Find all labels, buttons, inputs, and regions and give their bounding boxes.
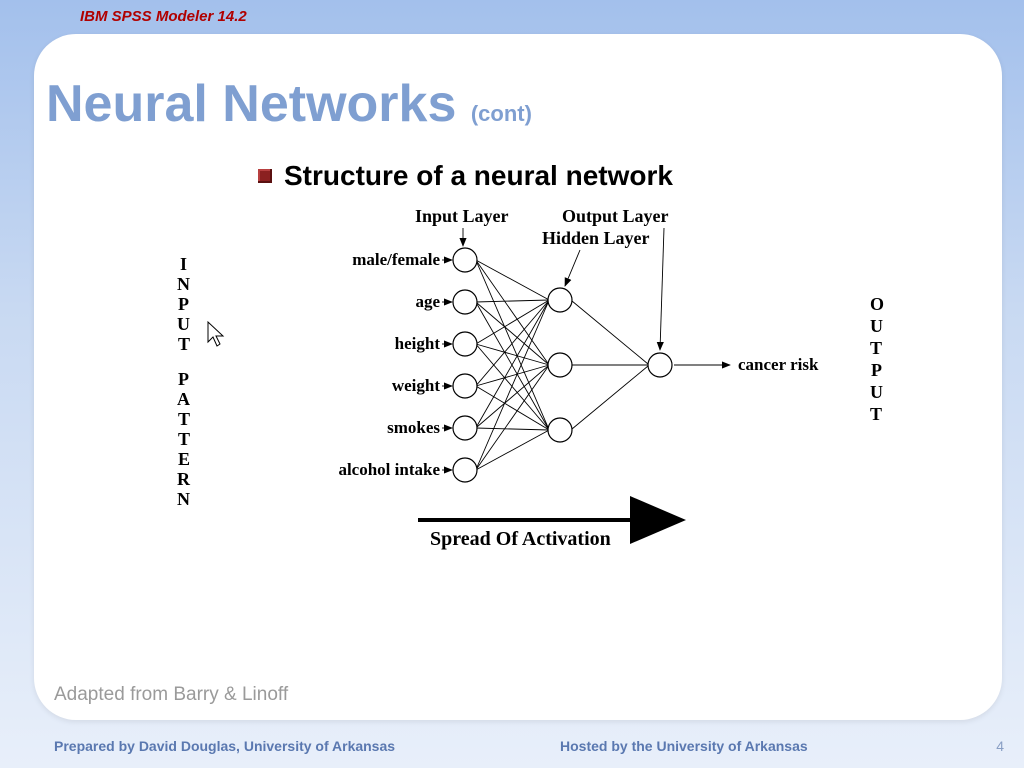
- feat-2: height: [395, 334, 441, 353]
- svg-text:N: N: [177, 274, 191, 294]
- svg-text:P: P: [178, 369, 190, 389]
- edges-input-hidden: [476, 260, 549, 470]
- svg-text:O: O: [870, 294, 885, 314]
- input-node: [453, 248, 477, 272]
- svg-text:T: T: [178, 334, 191, 354]
- adapted-from: Adapted from Barry & Linoff: [54, 684, 288, 706]
- svg-text:T: T: [178, 429, 191, 449]
- input-nodes: [453, 248, 477, 482]
- svg-text:U: U: [870, 316, 884, 336]
- slide-number: 4: [996, 738, 1004, 754]
- subtitle-row: Structure of a neural network: [258, 160, 673, 192]
- hidden-layer-title: Hidden Layer: [542, 228, 650, 248]
- input-node: [453, 458, 477, 482]
- slide-background: IBM SPSS Modeler 14.2 Neural Networks (c…: [0, 0, 1024, 768]
- output-layer-title: Output Layer: [562, 206, 669, 226]
- svg-text:T: T: [870, 404, 883, 424]
- output-label: cancer risk: [738, 355, 819, 374]
- product-header: IBM SPSS Modeler 14.2: [80, 8, 247, 25]
- svg-text:P: P: [871, 360, 883, 380]
- nn-diagram: I N P U T P A T T E R N O U T P U T: [130, 200, 910, 600]
- output-node: [648, 353, 672, 377]
- svg-text:T: T: [870, 338, 883, 358]
- footer-left: Prepared by David Douglas, University of…: [54, 738, 395, 754]
- feat-5: alcohol intake: [338, 460, 440, 479]
- hidden-nodes: [548, 288, 572, 442]
- footer-right: Hosted by the University of Arkansas: [560, 738, 808, 754]
- feat-3: weight: [392, 376, 441, 395]
- input-node: [453, 332, 477, 356]
- svg-text:U: U: [177, 314, 191, 334]
- svg-text:N: N: [177, 489, 191, 509]
- svg-text:A: A: [177, 389, 191, 409]
- feat-0: male/female: [352, 250, 440, 269]
- svg-text:P: P: [178, 294, 190, 314]
- page-title: Neural Networks (cont): [46, 74, 532, 134]
- cursor-icon: [208, 322, 223, 346]
- feat-4: smokes: [387, 418, 440, 437]
- title-main: Neural Networks: [46, 75, 456, 133]
- svg-text:E: E: [178, 449, 191, 469]
- feat-1: age: [415, 292, 440, 311]
- hidden-node: [548, 288, 572, 312]
- output-side-label: O U T P U T: [870, 294, 885, 424]
- svg-text:I: I: [180, 254, 188, 274]
- nn-svg: I N P U T P A T T E R N O U T P U T: [130, 200, 910, 600]
- svg-text:R: R: [177, 469, 191, 489]
- input-node: [453, 416, 477, 440]
- svg-text:U: U: [870, 382, 884, 402]
- input-layer-title: Input Layer: [415, 206, 509, 226]
- output-layer-arrow: [660, 228, 664, 350]
- edges-hidden-output: [571, 300, 649, 430]
- hidden-node: [548, 353, 572, 377]
- hidden-layer-arrow: [565, 250, 580, 286]
- hidden-node: [548, 418, 572, 442]
- subtitle-text: Structure of a neural network: [284, 160, 673, 192]
- bullet-icon: [258, 169, 272, 183]
- input-labels: male/female age height weight smokes alc…: [338, 250, 452, 479]
- title-cont: (cont): [471, 101, 532, 126]
- spread-label: Spread Of Activation: [430, 528, 611, 550]
- input-node: [453, 290, 477, 314]
- input-node: [453, 374, 477, 398]
- svg-text:T: T: [178, 409, 191, 429]
- input-pattern-label: I N P U T P A T T E R N: [177, 254, 191, 509]
